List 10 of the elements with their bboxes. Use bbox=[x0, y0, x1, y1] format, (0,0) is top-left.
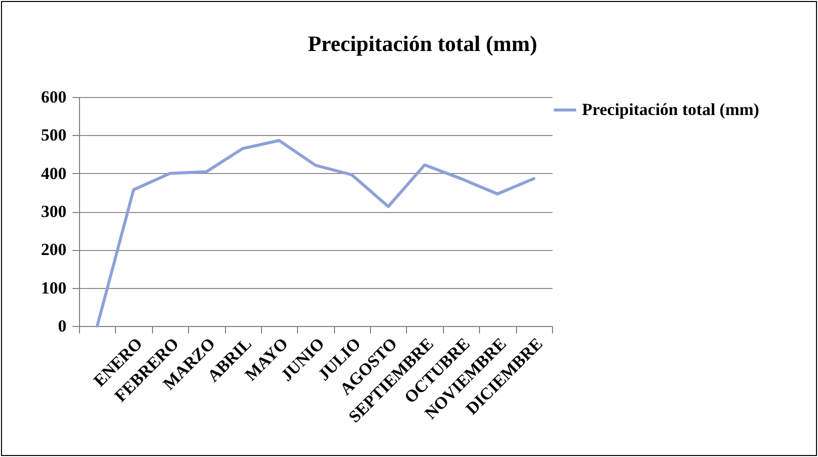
legend-label: Precipitación total (mm) bbox=[582, 100, 760, 119]
y-tick-label: 400 bbox=[41, 164, 66, 183]
y-tick-label: 600 bbox=[41, 88, 66, 106]
y-tick-label: 500 bbox=[41, 126, 66, 145]
y-tick-label: 300 bbox=[41, 202, 66, 221]
y-tick-label: 200 bbox=[41, 240, 66, 260]
y-tick-label: 0 bbox=[58, 316, 66, 336]
chart-title: Precipitación total (mm) bbox=[308, 31, 538, 56]
line-series bbox=[96, 139, 536, 328]
y-tick-label: 100 bbox=[41, 278, 66, 298]
